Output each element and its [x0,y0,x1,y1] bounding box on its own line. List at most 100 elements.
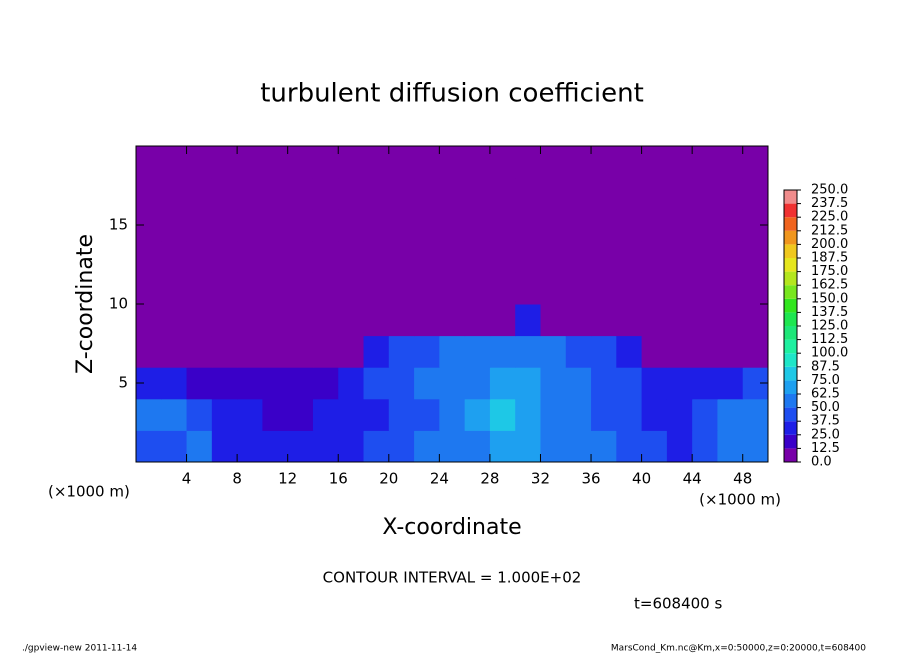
cell [262,272,289,305]
cell [489,430,516,463]
cell [717,240,744,273]
cell [186,430,213,463]
cell [161,430,188,463]
cell [464,177,491,210]
colorbar-label: 150.0 [811,291,848,306]
x-tick-label: 28 [480,470,499,488]
x-tick-label: 4 [182,470,192,488]
cell [464,335,491,368]
cell [692,430,718,463]
cell [237,430,263,463]
cell [161,367,188,400]
cell [591,335,617,368]
cell [692,240,718,273]
cell [136,146,162,179]
cell [186,146,213,179]
cell [591,177,617,210]
cell [439,177,466,210]
cell [641,335,668,368]
cell [287,146,314,179]
cell [515,209,541,242]
cell [515,146,541,179]
cell [237,335,263,368]
cell [439,335,466,368]
cell [540,304,567,337]
cell [287,209,314,242]
cell [489,367,516,400]
colorbar-label: 137.5 [811,305,848,320]
cell [591,398,617,431]
colorbar-band [784,312,797,326]
cell [464,430,491,463]
colorbar-band [784,271,797,286]
cell [237,240,263,273]
cell [565,335,592,368]
cell [515,304,541,337]
cell [464,146,491,179]
colorbar-label: 100.0 [811,346,848,361]
cell [641,398,668,431]
cell [186,240,213,273]
cell [338,177,365,210]
cell [616,209,643,242]
cell [363,304,390,337]
cell [287,177,314,210]
cell [616,430,643,463]
cell [616,367,643,400]
cell [363,240,390,273]
cell [312,335,339,368]
cell [211,209,238,242]
cell [616,398,643,431]
colorbar-band [784,339,797,354]
cell [237,146,263,179]
cell [414,367,440,400]
colorbar-band [784,217,797,231]
cell [666,335,693,368]
cell [692,335,718,368]
cell [616,240,643,273]
cell [540,430,567,463]
colorbar-band [784,258,797,272]
colorbar-label: 62.5 [811,387,840,402]
cell [489,335,516,368]
y-axis-label: Z-coordinate [73,234,98,374]
cell [540,272,567,305]
colorbar-label: 175.0 [811,264,848,279]
cell [287,240,314,273]
cell [211,146,238,179]
cell [742,430,769,463]
cell [338,335,365,368]
cell [262,367,289,400]
footer-left: ./gpview-new 2011-11-14 [22,644,137,654]
colorbar-label: 75.0 [811,373,840,388]
cell [464,209,491,242]
cell [287,272,314,305]
cell [717,335,744,368]
cell [540,240,567,273]
cell [414,398,440,431]
colorbar-band [784,298,797,313]
cell [591,209,617,242]
cell [565,146,592,179]
cell [616,272,643,305]
cell [515,177,541,210]
cell [338,398,365,431]
cell [262,304,289,337]
cell [338,272,365,305]
x-tick-label: 8 [232,470,242,488]
cell [363,367,390,400]
cell [262,209,289,242]
cell [692,177,718,210]
colorbar-label: 37.5 [811,414,840,429]
cell [312,367,339,400]
y-tick-label: 5 [118,374,128,392]
cell [388,240,415,273]
cell [641,209,668,242]
cell [742,304,769,337]
cell [692,398,718,431]
cell [666,272,693,305]
cell [211,272,238,305]
cell [312,272,339,305]
colorbar-band [784,407,797,422]
